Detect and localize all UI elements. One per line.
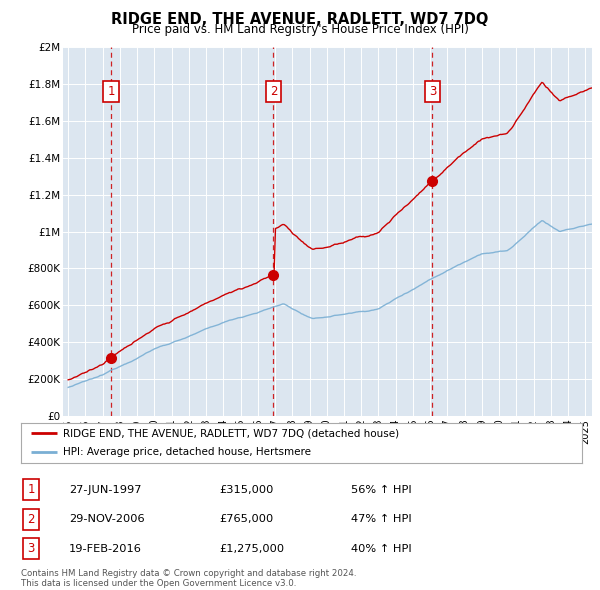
Text: 40% ↑ HPI: 40% ↑ HPI [351, 544, 412, 553]
Text: Price paid vs. HM Land Registry's House Price Index (HPI): Price paid vs. HM Land Registry's House … [131, 23, 469, 36]
Text: RIDGE END, THE AVENUE, RADLETT, WD7 7DQ (detached house): RIDGE END, THE AVENUE, RADLETT, WD7 7DQ … [63, 428, 399, 438]
Text: HPI: Average price, detached house, Hertsmere: HPI: Average price, detached house, Hert… [63, 447, 311, 457]
Text: 56% ↑ HPI: 56% ↑ HPI [351, 485, 412, 494]
Text: 29-NOV-2006: 29-NOV-2006 [69, 514, 145, 524]
Text: 19-FEB-2016: 19-FEB-2016 [69, 544, 142, 553]
Text: 2: 2 [270, 85, 277, 98]
Text: 47% ↑ HPI: 47% ↑ HPI [351, 514, 412, 524]
Text: 2: 2 [28, 513, 35, 526]
Text: Contains HM Land Registry data © Crown copyright and database right 2024.
This d: Contains HM Land Registry data © Crown c… [21, 569, 356, 588]
Text: 3: 3 [429, 85, 436, 98]
Text: £1,275,000: £1,275,000 [219, 544, 284, 553]
Text: £315,000: £315,000 [219, 485, 274, 494]
Text: RIDGE END, THE AVENUE, RADLETT, WD7 7DQ: RIDGE END, THE AVENUE, RADLETT, WD7 7DQ [112, 12, 488, 27]
Text: £765,000: £765,000 [219, 514, 273, 524]
Text: 27-JUN-1997: 27-JUN-1997 [69, 485, 142, 494]
Text: 3: 3 [28, 542, 35, 555]
Text: 1: 1 [28, 483, 35, 496]
Text: 1: 1 [107, 85, 115, 98]
